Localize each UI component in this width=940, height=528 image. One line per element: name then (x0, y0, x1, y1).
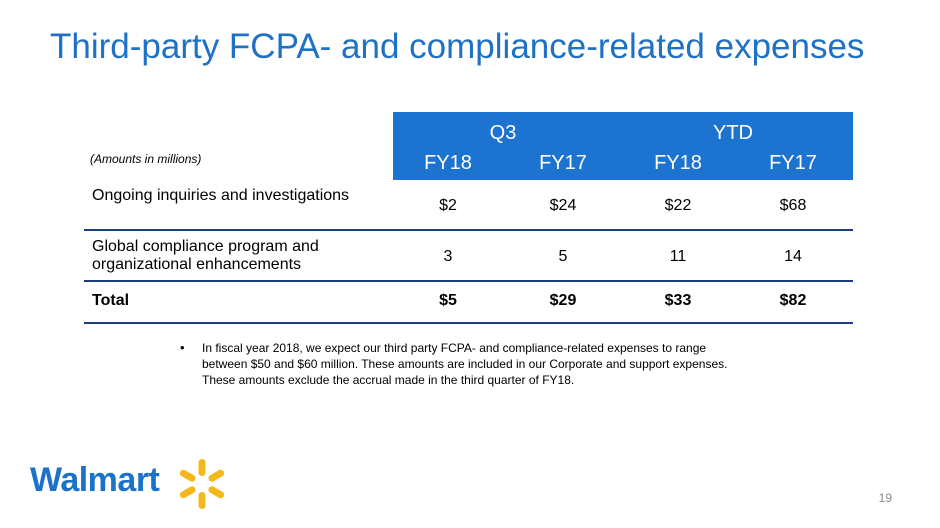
table-cell: $22 (664, 197, 692, 214)
table-cell: $24 (549, 197, 577, 214)
row-label-global-compliance: Global compliance program and organizati… (92, 238, 319, 273)
table-cell-total: $5 (439, 292, 457, 309)
row-label-total: Total (92, 292, 130, 309)
table-cell: $2 (439, 197, 457, 214)
page-title: Third-party FCPA- and compliance-related… (50, 27, 865, 66)
row-divider (84, 229, 853, 231)
header-group-ytd: YTD (713, 122, 753, 144)
table-cell: $68 (779, 197, 807, 214)
page-number: 19 (878, 491, 892, 505)
table-cell-total: $29 (549, 292, 577, 309)
header-period: FY17 (769, 152, 817, 174)
walmart-logo-text: Walmart (30, 461, 160, 499)
table-header-band: Q3 YTD FY18 FY17 FY18 FY17 (393, 112, 853, 180)
table-cell: 3 (443, 248, 453, 265)
table-bottom-rule (84, 322, 853, 324)
amounts-note: (Amounts in millions) (90, 152, 202, 166)
row-divider (84, 280, 853, 282)
table-cell: 5 (558, 248, 568, 265)
header-period: FY18 (424, 152, 472, 174)
bullet-text: In fiscal year 2018, we expect our third… (202, 341, 728, 387)
header-period: FY18 (654, 152, 702, 174)
row-label-ongoing: Ongoing inquiries and investigations (92, 187, 350, 204)
bullet-icon: • (180, 340, 185, 355)
table-cell-total: $82 (779, 292, 807, 309)
spark-icon (179, 459, 225, 509)
header-period: FY17 (539, 152, 587, 174)
table-cell: 14 (784, 248, 802, 265)
header-group-q3: Q3 (489, 122, 517, 144)
table-cell: 11 (669, 248, 687, 265)
table-cell-total: $33 (664, 292, 692, 309)
